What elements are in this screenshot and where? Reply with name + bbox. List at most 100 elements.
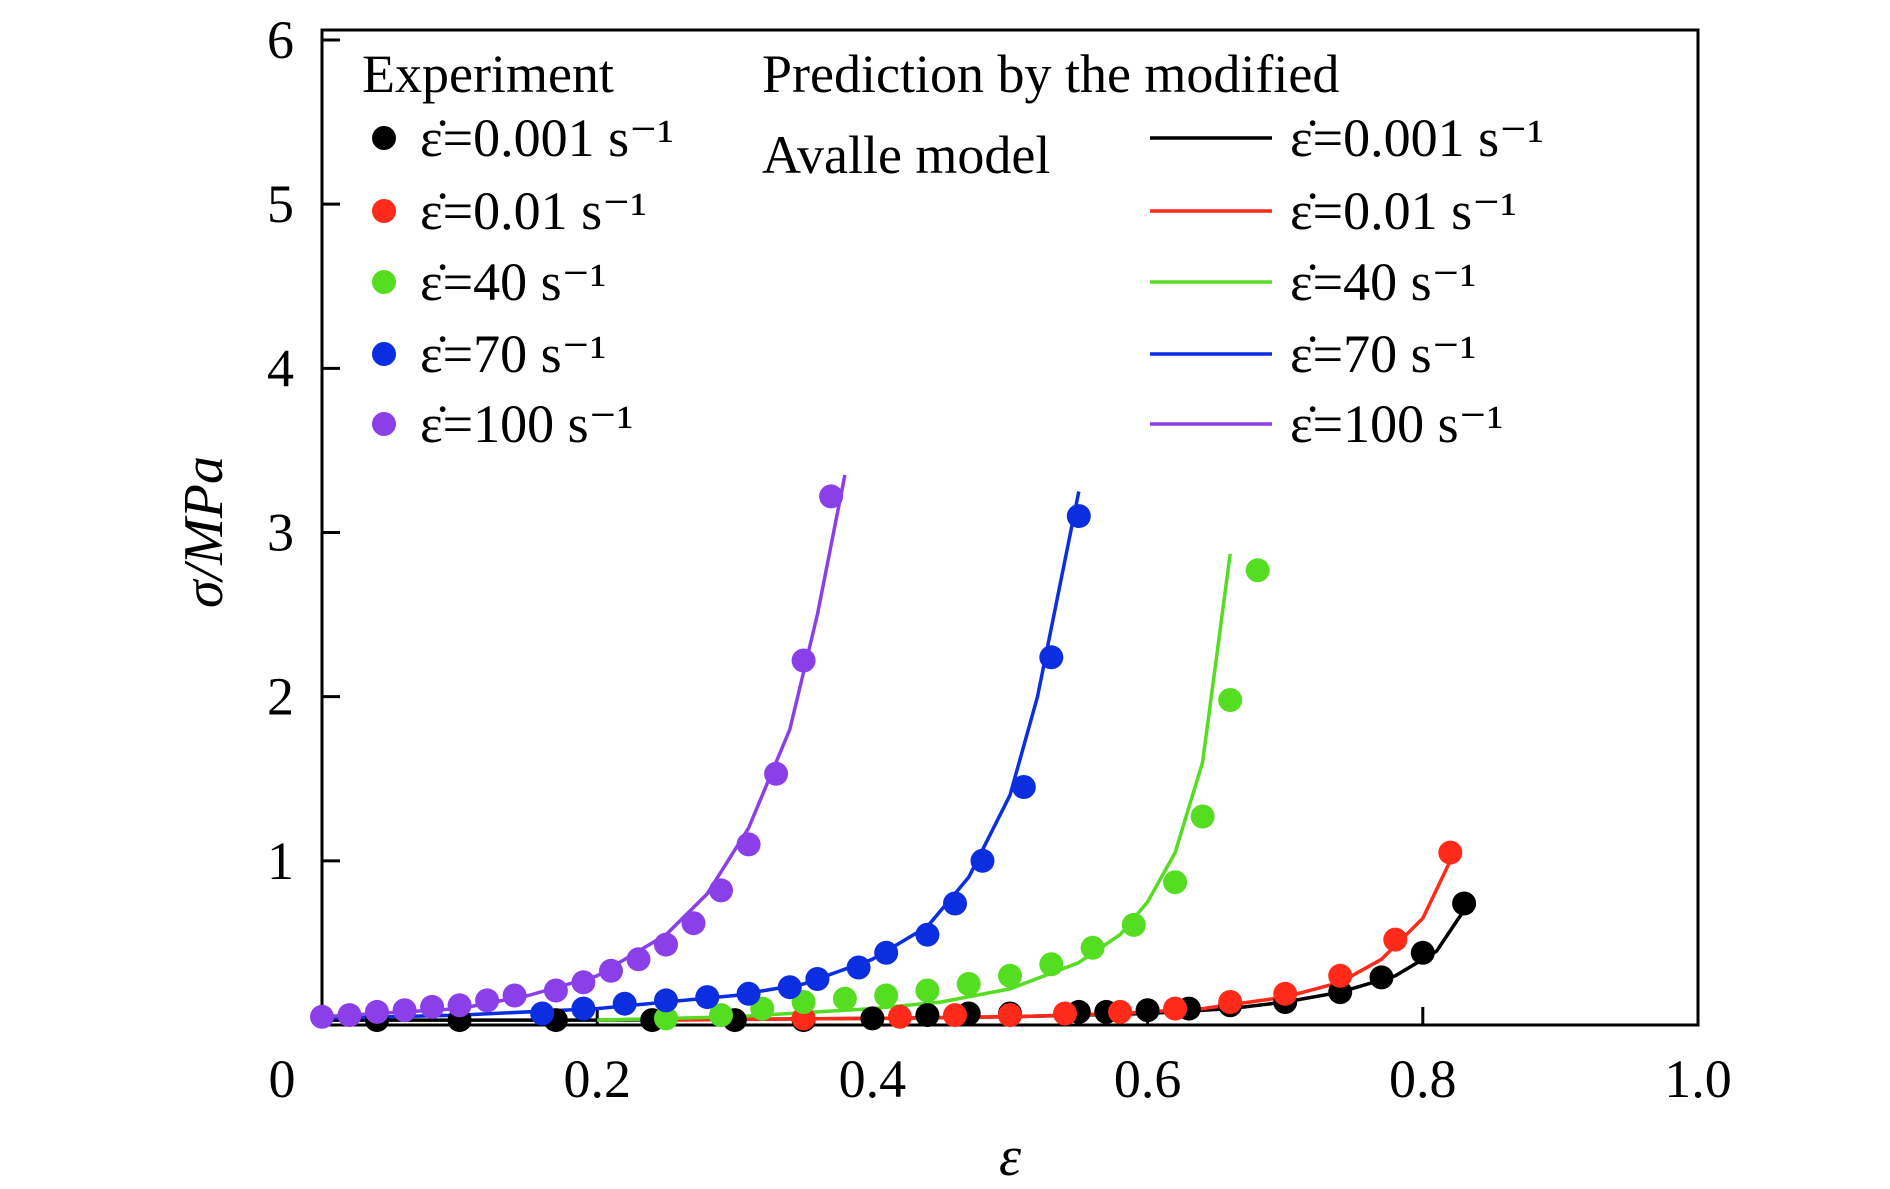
- data-point-series-5: [420, 994, 445, 1019]
- data-point-series-4: [1039, 645, 1064, 670]
- data-point-series-5: [819, 484, 844, 509]
- y-tick-label: 2: [267, 667, 294, 727]
- legend-marker-series-1: [372, 126, 396, 150]
- data-point-series-5: [791, 648, 816, 673]
- data-point-series-4: [805, 967, 830, 991]
- x-tick-label: 0.8: [1389, 1049, 1457, 1109]
- data-point-series-5: [447, 993, 472, 1018]
- x-tick-label: 1.0: [1664, 1049, 1732, 1109]
- data-point-series-2: [1383, 927, 1408, 952]
- legend-label-experiment-2: ε̇=0.01 s⁻¹: [420, 181, 647, 241]
- data-point-series-3: [956, 972, 981, 996]
- data-point-series-1: [1410, 940, 1435, 965]
- legend-prediction-title-line1: Prediction by the modified: [762, 44, 1339, 104]
- data-point-series-4: [943, 891, 967, 916]
- data-point-series-5: [365, 999, 389, 1024]
- data-point-series-5: [654, 932, 678, 957]
- data-point-series-3: [915, 978, 940, 1003]
- data-point-series-5: [543, 978, 568, 1003]
- legend-label-prediction-3: ε̇=40 s⁻¹: [1290, 252, 1476, 312]
- legend-prediction-entries: ε̇=0.001 s⁻¹ ε̇=0.01 s⁻¹ ε̇=40 s⁻¹ ε̇=70 s⁻…: [1150, 108, 1544, 454]
- data-point-series-5: [571, 970, 596, 995]
- data-point-series-3: [1190, 804, 1215, 829]
- legend: Experiment Prediction by the modified Av…: [362, 44, 1544, 454]
- data-point-series-4: [1066, 504, 1091, 529]
- data-point-series-4: [915, 922, 940, 947]
- data-point-series-4: [846, 955, 871, 980]
- data-point-series-1: [915, 1003, 940, 1028]
- data-point-series-4: [874, 940, 899, 965]
- data-point-series-2: [887, 1004, 912, 1029]
- data-point-series-1: [1369, 965, 1394, 990]
- legend-label-prediction-1: ε̇=0.001 s⁻¹: [1290, 108, 1544, 168]
- data-point-series-4: [654, 988, 678, 1013]
- x-tick-label: 0: [269, 1049, 296, 1109]
- data-point-series-5: [681, 911, 706, 936]
- data-point-series-2: [1163, 996, 1188, 1021]
- data-point-series-4: [1011, 775, 1036, 799]
- data-point-series-3: [998, 963, 1022, 988]
- legend-label-experiment-3: ε̇=40 s⁻¹: [420, 252, 606, 312]
- legend-marker-series-4: [372, 342, 396, 366]
- data-point-series-5: [475, 988, 500, 1013]
- data-point-series-3: [1121, 912, 1146, 937]
- prediction-lines: [321, 474, 1466, 1022]
- data-point-series-4: [736, 981, 761, 1006]
- data-point-series-1: [860, 1006, 885, 1031]
- data-point-series-3: [1218, 688, 1243, 712]
- legend-label-prediction-4: ε̇=70 s⁻¹: [1290, 324, 1476, 384]
- data-point-series-2: [1438, 840, 1463, 865]
- y-tick-label: 6: [267, 10, 294, 70]
- legend-experiment-title: Experiment: [362, 44, 614, 104]
- legend-marker-series-2: [372, 199, 396, 223]
- data-point-series-1: [1452, 891, 1477, 916]
- prediction-line-series-3: [597, 553, 1232, 1022]
- legend-label-experiment-5: ε̇=100 s⁻¹: [420, 394, 633, 454]
- legend-label-experiment-4: ε̇=70 s⁻¹: [420, 324, 606, 384]
- data-point-series-2: [1053, 1001, 1077, 1026]
- legend-label-prediction-5: ε̇=100 s⁻¹: [1290, 394, 1503, 454]
- legend-label-prediction-2: ε̇=0.01 s⁻¹: [1290, 181, 1517, 241]
- legend-label-experiment-1: ε̇=0.001 s⁻¹: [420, 108, 674, 168]
- data-point-series-4: [695, 985, 720, 1010]
- data-point-series-4: [777, 975, 802, 1000]
- y-tick-label: 4: [267, 338, 294, 398]
- data-point-series-5: [502, 983, 527, 1008]
- data-point-series-3: [1245, 558, 1270, 583]
- data-point-series-2: [1108, 999, 1133, 1024]
- y-tick-label: 3: [267, 503, 294, 563]
- data-point-series-5: [337, 1003, 362, 1028]
- data-point-series-3: [709, 1003, 733, 1028]
- data-point-series-3: [1163, 870, 1188, 895]
- data-point-series-5: [736, 832, 761, 857]
- prediction-line-series-4: [321, 491, 1081, 1021]
- data-point-series-1: [1328, 980, 1353, 1005]
- data-point-series-3: [1039, 952, 1064, 977]
- data-point-series-5: [764, 761, 789, 786]
- data-point-series-5: [392, 998, 417, 1023]
- legend-marker-series-5: [372, 412, 396, 436]
- data-point-series-3: [832, 986, 857, 1011]
- data-point-series-3: [654, 1006, 678, 1031]
- data-point-series-2: [1218, 990, 1243, 1014]
- data-point-series-1: [1135, 998, 1160, 1023]
- data-point-series-4: [612, 991, 637, 1016]
- x-tick-label: 0.6: [1114, 1049, 1182, 1109]
- data-point-series-2: [1328, 963, 1353, 988]
- x-tick-label: 0.4: [839, 1049, 907, 1109]
- data-point-series-2: [1273, 981, 1298, 1006]
- data-point-series-2: [791, 1006, 816, 1031]
- axis-tick-labels: 0 0.2 0.4 0.6 0.8 1.0 1 2 3 4 5 6: [267, 10, 1732, 1109]
- data-point-series-2: [943, 1003, 967, 1028]
- data-point-series-3: [874, 983, 899, 1008]
- data-point-series-5: [599, 958, 623, 983]
- data-point-series-5: [709, 878, 733, 903]
- data-point-series-2: [998, 1003, 1022, 1028]
- x-tick-label: 0.2: [563, 1049, 631, 1109]
- x-axis-title: ε: [999, 1126, 1022, 1188]
- legend-marker-series-3: [372, 270, 396, 294]
- data-point-series-5: [310, 1004, 334, 1029]
- legend-experiment-entries: ε̇=0.001 s⁻¹ ε̇=0.01 s⁻¹ ε̇=40 s⁻¹ ε̇=70 s⁻…: [372, 108, 674, 454]
- data-point-series-4: [571, 996, 596, 1021]
